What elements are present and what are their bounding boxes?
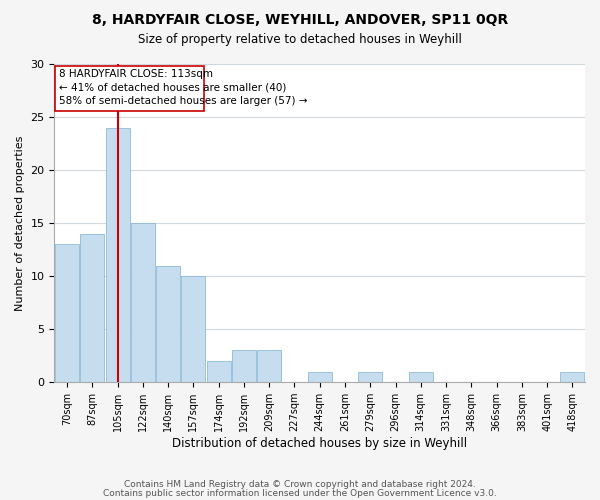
Text: Size of property relative to detached houses in Weyhill: Size of property relative to detached ho… <box>138 32 462 46</box>
Bar <box>156 266 180 382</box>
Text: 8, HARDYFAIR CLOSE, WEYHILL, ANDOVER, SP11 0QR: 8, HARDYFAIR CLOSE, WEYHILL, ANDOVER, SP… <box>92 12 508 26</box>
Bar <box>106 128 130 382</box>
Text: 8 HARDYFAIR CLOSE: 113sqm: 8 HARDYFAIR CLOSE: 113sqm <box>59 70 212 80</box>
Text: Contains public sector information licensed under the Open Government Licence v3: Contains public sector information licen… <box>103 490 497 498</box>
Bar <box>55 244 79 382</box>
Y-axis label: Number of detached properties: Number of detached properties <box>15 136 25 311</box>
X-axis label: Distribution of detached houses by size in Weyhill: Distribution of detached houses by size … <box>172 437 467 450</box>
Bar <box>409 372 433 382</box>
Bar <box>232 350 256 382</box>
Text: 58% of semi-detached houses are larger (57) →: 58% of semi-detached houses are larger (… <box>59 96 307 106</box>
Bar <box>80 234 104 382</box>
Bar <box>206 361 230 382</box>
Bar <box>131 223 155 382</box>
Bar <box>181 276 205 382</box>
Bar <box>257 350 281 382</box>
Bar <box>308 372 332 382</box>
FancyBboxPatch shape <box>55 66 204 110</box>
Text: ← 41% of detached houses are smaller (40): ← 41% of detached houses are smaller (40… <box>59 82 286 92</box>
Text: Contains HM Land Registry data © Crown copyright and database right 2024.: Contains HM Land Registry data © Crown c… <box>124 480 476 489</box>
Bar <box>358 372 382 382</box>
Bar <box>560 372 584 382</box>
